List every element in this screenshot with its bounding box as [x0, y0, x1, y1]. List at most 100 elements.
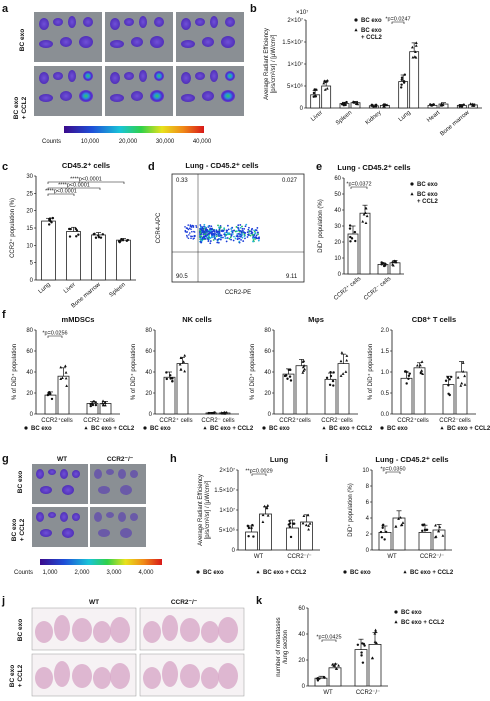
legend-marker-bc-exo-ccl2 — [354, 28, 358, 32]
data-point — [437, 529, 440, 533]
organ-signal — [181, 94, 195, 102]
significance-label: *p=0.0256 — [42, 331, 67, 337]
significance-label: **p=0.0029 — [245, 469, 272, 475]
data-point — [247, 535, 250, 538]
organ-signal — [139, 16, 147, 28]
flow-event — [237, 226, 239, 229]
data-point — [415, 363, 419, 367]
data-point — [337, 664, 340, 667]
data-point — [246, 524, 250, 528]
organ-signal — [202, 91, 214, 101]
flow-event — [238, 240, 241, 243]
y-tick-label-c: 10 — [26, 243, 33, 249]
flow-event — [188, 234, 190, 236]
data-point — [247, 526, 251, 530]
flow-event — [211, 231, 214, 233]
flow-event — [254, 232, 257, 234]
bar-f1-0-1 — [57, 375, 70, 415]
flow-event — [241, 236, 244, 239]
data-point — [447, 392, 450, 395]
panel-g-colorbar-title: Counts — [14, 570, 33, 576]
data-point — [68, 235, 72, 238]
data-point — [306, 513, 310, 517]
data-point — [374, 630, 378, 633]
data-point — [407, 374, 411, 377]
data-point — [438, 525, 442, 529]
flow-event — [187, 224, 190, 226]
flow-event — [233, 235, 235, 238]
data-point — [252, 535, 255, 538]
data-point — [263, 504, 267, 508]
panel-d-quadrant-lr: 9.11 — [286, 274, 298, 280]
y-exponent-b: ×10⁷ — [296, 9, 308, 16]
organ-signal — [60, 512, 68, 522]
flow-event — [200, 226, 202, 229]
organ-signal — [79, 90, 93, 102]
data-point — [362, 212, 366, 216]
data-point — [349, 240, 352, 243]
flow-event — [209, 240, 212, 242]
flow-event — [214, 236, 217, 239]
flow-event — [195, 224, 197, 227]
legend-label-bc-exo: BC exo — [150, 426, 171, 432]
organ-signal — [210, 16, 218, 28]
flow-event — [190, 235, 192, 238]
legend-marker-bc-exo — [410, 182, 414, 186]
legend-marker-bc-exo — [262, 426, 266, 430]
flow-event — [235, 235, 238, 238]
significance-bracket — [47, 193, 75, 196]
flow-event — [187, 237, 190, 240]
legend-marker-bc-exo-ccl2 — [403, 570, 407, 574]
flow-event — [208, 224, 211, 227]
flow-event — [234, 237, 237, 240]
data-point — [373, 631, 377, 635]
flow-event — [239, 224, 242, 226]
flow-event — [236, 238, 239, 241]
organ-signal — [120, 528, 132, 538]
he-lung-lobe — [93, 621, 111, 643]
data-point — [419, 371, 423, 375]
significance-label: *p=0.0372 — [346, 182, 371, 188]
flow-event — [222, 236, 224, 239]
organ-signal — [98, 486, 110, 494]
flow-event — [202, 235, 205, 238]
data-point — [288, 375, 292, 378]
organ-signal — [139, 70, 147, 82]
y-tick-label-i: 2 — [366, 532, 370, 538]
organ-signal — [48, 469, 56, 475]
panel-label-k: k — [256, 595, 263, 607]
chart-title-f2: NK cells — [182, 315, 212, 324]
organ-signal — [106, 512, 114, 518]
data-point — [101, 233, 105, 236]
legend-marker-bc-exo-ccl2 — [256, 570, 260, 574]
category-label-h: CCR2⁻/⁻ — [287, 554, 311, 560]
flow-event — [207, 240, 210, 242]
data-point — [365, 214, 369, 218]
bar-e-1-1 — [389, 262, 401, 275]
data-point — [364, 221, 368, 225]
legend-marker-bc-exo-ccl2 — [394, 620, 398, 624]
data-point — [441, 534, 445, 537]
organ-signal — [130, 513, 138, 521]
flow-event — [225, 240, 228, 243]
legend-marker-bc-exo — [354, 18, 358, 22]
y-label-f3: % of DiD⁺ population — [249, 344, 256, 400]
organ-signal — [53, 18, 63, 26]
data-point — [332, 384, 335, 387]
organ-signal — [98, 529, 110, 537]
data-point — [355, 100, 359, 104]
flow-event — [191, 230, 193, 233]
data-point — [440, 102, 443, 105]
flow-event — [219, 234, 222, 237]
data-point — [324, 80, 327, 83]
flow-event — [189, 224, 192, 226]
category-label-b: Lung — [398, 110, 412, 123]
data-point — [394, 524, 398, 528]
panel-j-row-label-2b: + CCL2 — [17, 664, 24, 687]
flow-event — [257, 239, 260, 242]
organ-signal — [60, 37, 72, 47]
data-point — [101, 403, 105, 406]
data-point — [339, 374, 343, 377]
flow-event — [188, 227, 191, 230]
organ-signal — [40, 486, 52, 494]
